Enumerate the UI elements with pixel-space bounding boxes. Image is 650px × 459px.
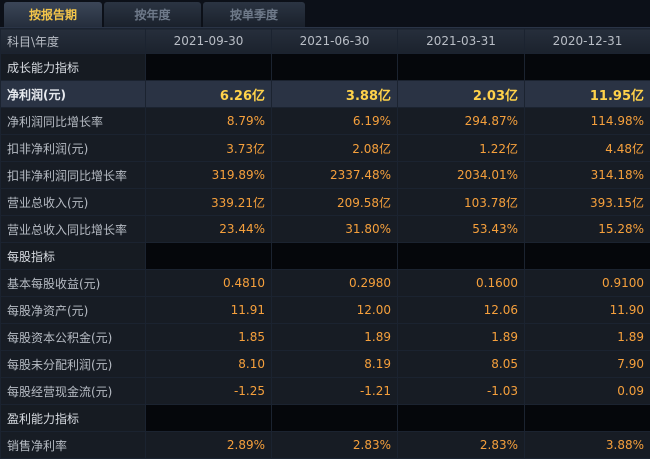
table-cell: 0.2980 <box>272 270 398 297</box>
row-label: 营业总收入(元) <box>1 189 146 216</box>
financial-indicators-table: 科目\年度 2021-09-30 2021-06-30 2021-03-31 2… <box>0 28 650 459</box>
table-cell: -1.25 <box>146 378 272 405</box>
table-cell: 314.18% <box>525 162 650 189</box>
period-header[interactable]: 2020-12-31 <box>525 29 650 54</box>
section-title: 盈利能力指标 <box>1 405 146 432</box>
row-label: 扣非净利润(元) <box>1 135 146 162</box>
period-header[interactable]: 2021-06-30 <box>272 29 398 54</box>
period-header[interactable]: 2021-03-31 <box>398 29 525 54</box>
table-row-undistributed-profit-ps[interactable]: 每股未分配利润(元) 8.10 8.19 8.05 7.90 <box>1 351 650 378</box>
row-label: 基本每股收益(元) <box>1 270 146 297</box>
table-row-bvps[interactable]: 每股净资产(元) 11.91 12.00 12.06 11.90 <box>1 297 650 324</box>
table-cell: 1.22亿 <box>398 135 525 162</box>
table-cell: 114.98% <box>525 108 650 135</box>
row-label: 净利润(元) <box>1 81 146 108</box>
table-cell: 0.9100 <box>525 270 650 297</box>
table-cell: 0.09 <box>525 378 650 405</box>
table-cell: 23.44% <box>146 216 272 243</box>
table-row-deducted-net-profit-yoy[interactable]: 扣非净利润同比增长率 319.89% 2337.48% 2034.01% 314… <box>1 162 650 189</box>
table-cell: 15.28% <box>525 216 650 243</box>
table-row-eps[interactable]: 基本每股收益(元) 0.4810 0.2980 0.1600 0.9100 <box>1 270 650 297</box>
table-cell: 1.85 <box>146 324 272 351</box>
row-label: 营业总收入同比增长率 <box>1 216 146 243</box>
table-cell: 294.87% <box>398 108 525 135</box>
table-cell: 0.4810 <box>146 270 272 297</box>
table-cell: 12.06 <box>398 297 525 324</box>
table-cell: 11.91 <box>146 297 272 324</box>
section-row-per-share: 每股指标 <box>1 243 650 270</box>
table-cell: 1.89 <box>398 324 525 351</box>
table-cell: 4.48亿 <box>525 135 650 162</box>
table-cell: 3.88% <box>525 432 650 459</box>
table-row-capital-reserve-ps[interactable]: 每股资本公积金(元) 1.85 1.89 1.89 1.89 <box>1 324 650 351</box>
row-label: 每股资本公积金(元) <box>1 324 146 351</box>
tab-by-year[interactable]: 按年度 <box>104 2 201 27</box>
section-title: 每股指标 <box>1 243 146 270</box>
table-cell: 0.1600 <box>398 270 525 297</box>
tab-by-quarter[interactable]: 按单季度 <box>203 2 305 27</box>
table-cell: 209.58亿 <box>272 189 398 216</box>
table-cell: 3.88亿 <box>272 81 398 108</box>
table-row-revenue[interactable]: 营业总收入(元) 339.21亿 209.58亿 103.78亿 393.15亿 <box>1 189 650 216</box>
table-cell: 6.19% <box>272 108 398 135</box>
section-row-growth: 成长能力指标 <box>1 54 650 81</box>
table-row-revenue-yoy[interactable]: 营业总收入同比增长率 23.44% 31.80% 53.43% 15.28% <box>1 216 650 243</box>
period-tab-bar: 按报告期 按年度 按单季度 <box>0 0 650 28</box>
table-cell: 2337.48% <box>272 162 398 189</box>
table-cell: -1.03 <box>398 378 525 405</box>
table-cell: 2.89% <box>146 432 272 459</box>
tab-by-report-period[interactable]: 按报告期 <box>4 2 102 27</box>
section-row-profitability: 盈利能力指标 <box>1 405 650 432</box>
table-cell: 103.78亿 <box>398 189 525 216</box>
table-header-row: 科目\年度 2021-09-30 2021-06-30 2021-03-31 2… <box>1 29 650 54</box>
table-cell: 8.05 <box>398 351 525 378</box>
table-cell: 12.00 <box>272 297 398 324</box>
table-cell: 2.83% <box>398 432 525 459</box>
row-label: 每股未分配利润(元) <box>1 351 146 378</box>
table-cell: -1.21 <box>272 378 398 405</box>
table-row-deducted-net-profit[interactable]: 扣非净利润(元) 3.73亿 2.08亿 1.22亿 4.48亿 <box>1 135 650 162</box>
table-row-operating-cashflow-ps[interactable]: 每股经营现金流(元) -1.25 -1.21 -1.03 0.09 <box>1 378 650 405</box>
table-row-net-margin[interactable]: 销售净利率 2.89% 2.83% 2.83% 3.88% <box>1 432 650 459</box>
table-cell: 8.10 <box>146 351 272 378</box>
table-cell: 1.89 <box>525 324 650 351</box>
row-label: 扣非净利润同比增长率 <box>1 162 146 189</box>
subject-header: 科目\年度 <box>1 29 146 54</box>
table-cell: 2.83% <box>272 432 398 459</box>
table-cell: 339.21亿 <box>146 189 272 216</box>
table-cell: 2.03亿 <box>398 81 525 108</box>
row-label: 每股经营现金流(元) <box>1 378 146 405</box>
table-row-net-profit-yoy[interactable]: 净利润同比增长率 8.79% 6.19% 294.87% 114.98% <box>1 108 650 135</box>
section-title: 成长能力指标 <box>1 54 146 81</box>
row-label: 销售净利率 <box>1 432 146 459</box>
table-cell: 6.26亿 <box>146 81 272 108</box>
row-label: 每股净资产(元) <box>1 297 146 324</box>
table-cell: 11.95亿 <box>525 81 650 108</box>
table-row-net-profit[interactable]: 净利润(元) 6.26亿 3.88亿 2.03亿 11.95亿 <box>1 81 650 108</box>
table-cell: 8.79% <box>146 108 272 135</box>
table-cell: 11.90 <box>525 297 650 324</box>
table-cell: 2.08亿 <box>272 135 398 162</box>
table-cell: 319.89% <box>146 162 272 189</box>
table-cell: 53.43% <box>398 216 525 243</box>
table-cell: 393.15亿 <box>525 189 650 216</box>
table-cell: 2034.01% <box>398 162 525 189</box>
table-cell: 1.89 <box>272 324 398 351</box>
table-cell: 31.80% <box>272 216 398 243</box>
table-cell: 3.73亿 <box>146 135 272 162</box>
table-cell: 7.90 <box>525 351 650 378</box>
period-header[interactable]: 2021-09-30 <box>146 29 272 54</box>
row-label: 净利润同比增长率 <box>1 108 146 135</box>
table-cell: 8.19 <box>272 351 398 378</box>
